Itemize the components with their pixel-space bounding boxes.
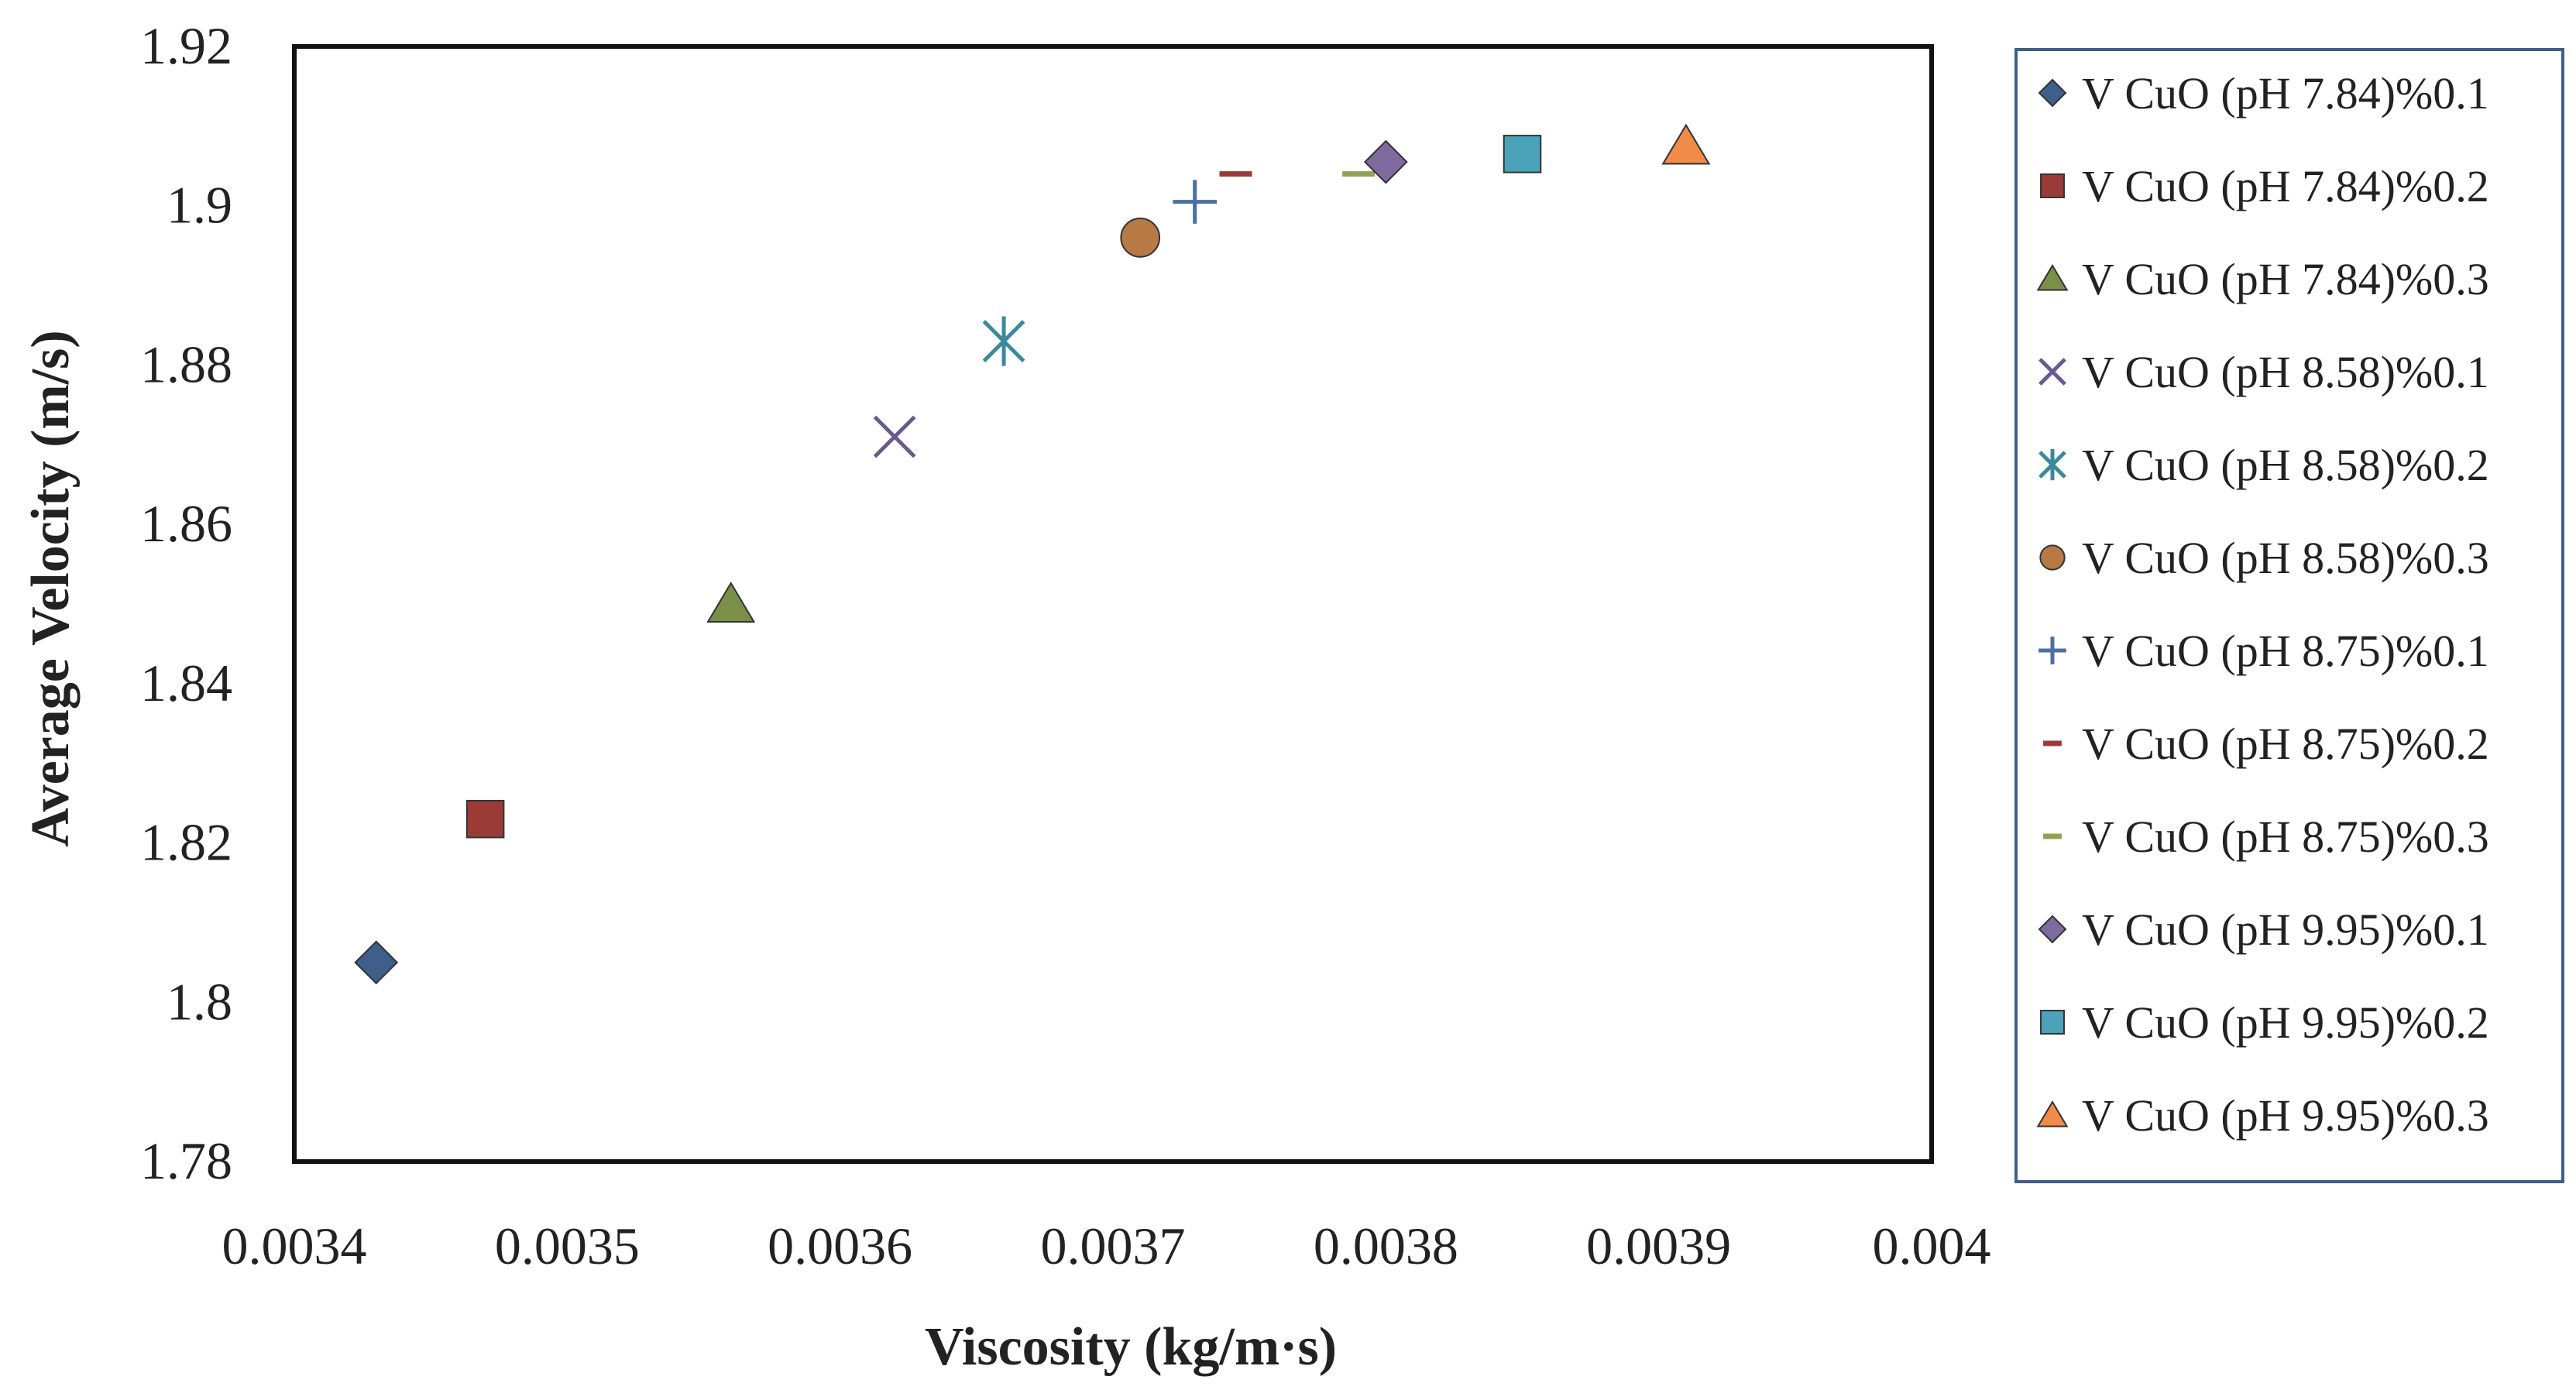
point-v-cuo-ph-9-95-0-3: [1661, 123, 1711, 165]
legend-marker-v-cuo-ph-9-95-0-1: [2038, 915, 2067, 944]
legend-label: V CuO (pH 9.95)%0.1: [2082, 904, 2489, 955]
legend-marker-v-cuo-ph-8-75-0-1: [2038, 637, 2066, 664]
legend-label: V CuO (pH 8.58)%0.3: [2082, 533, 2489, 583]
point-v-cuo-ph-7-84-0-1: [354, 940, 399, 985]
plot-area-frame: [292, 44, 1934, 1164]
point-v-cuo-ph-8-75-0-1: [1173, 180, 1218, 224]
y-tick-label: 1.82: [140, 813, 232, 872]
y-tick-labels: 1.78 1.8 1.82 1.84 1.86 1.88 1.9 1.92: [140, 16, 232, 1190]
y-tick-label: 1.88: [140, 335, 232, 393]
x-tick-label: 0.0037: [1041, 1217, 1186, 1275]
x-tick-label: 0.0036: [768, 1217, 912, 1275]
legend-box: [2014, 48, 2564, 1183]
legend-label: V CuO (pH 9.95)%0.3: [2082, 1090, 2489, 1141]
legend-label: V CuO (pH 9.95)%0.2: [2082, 997, 2489, 1048]
legend-marker-v-cuo-ph-7-84-0-3: [2036, 264, 2069, 291]
y-tick-label: 1.78: [140, 1131, 232, 1190]
x-tick-labels: 0.0034 0.0035 0.0036 0.0037 0.0038 0.0039 0.00…: [222, 1217, 1991, 1275]
legend-marker-v-cuo-ph-9-95-0-2: [2040, 1010, 2065, 1035]
legend-marker-v-cuo-ph-8-58-0-2: [2038, 448, 2066, 481]
legend-marker-v-cuo-ph-9-95-0-3: [2036, 1100, 2069, 1127]
legend-label: V CuO (pH 7.84)%0.1: [2082, 68, 2489, 118]
legend-item: V CuO (pH 8.75)%0.2: [2043, 719, 2489, 769]
data-points: [354, 123, 1711, 985]
y-tick-label: 1.9: [167, 176, 232, 235]
legend-label: V CuO (pH 8.75)%0.1: [2082, 626, 2489, 676]
point-v-cuo-ph-9-95-0-1: [1363, 139, 1408, 184]
point-v-cuo-ph-8-58-0-1: [873, 415, 916, 458]
legend-marker-v-cuo-ph-8-58-0-1: [2038, 358, 2066, 386]
y-tick-label: 1.8: [167, 972, 232, 1031]
legend-item: V CuO (pH 7.84)%0.1: [2038, 68, 2489, 118]
y-tick-label: 1.92: [140, 16, 232, 75]
x-tick-label: 0.004: [1873, 1217, 1991, 1275]
legend-marker-v-cuo-ph-8-58-0-3: [2039, 544, 2066, 571]
y-tick-label: 1.86: [140, 494, 232, 553]
point-v-cuo-ph-8-58-0-2: [982, 316, 1025, 366]
legend-item: V CuO (pH 8.75)%0.1: [2038, 626, 2489, 676]
point-v-cuo-ph-7-84-0-2: [465, 799, 505, 839]
legend-item: V CuO (pH 8.58)%0.1: [2038, 347, 2489, 397]
legend-label: V CuO (pH 8.75)%0.2: [2082, 719, 2489, 769]
legend: V CuO (pH 7.84)%0.1 V CuO (pH 7.84)%0.2 V …: [2036, 68, 2489, 1141]
legend-item: V CuO (pH 8.58)%0.3: [2039, 533, 2489, 583]
legend-item: V CuO (pH 9.95)%0.2: [2040, 997, 2489, 1048]
x-axis-title: Viscosity (kg/m·s): [925, 1317, 1337, 1377]
legend-item: V CuO (pH 9.95)%0.3: [2036, 1090, 2489, 1141]
legend-item: V CuO (pH 7.84)%0.2: [2040, 161, 2489, 211]
y-tick-label: 1.84: [140, 654, 232, 712]
point-v-cuo-ph-7-84-0-3: [706, 582, 756, 623]
x-tick-label: 0.0038: [1314, 1217, 1458, 1275]
legend-label: V CuO (pH 7.84)%0.2: [2082, 161, 2489, 211]
legend-label: V CuO (pH 7.84)%0.3: [2082, 254, 2489, 304]
legend-item: V CuO (pH 9.95)%0.1: [2038, 904, 2489, 955]
x-tick-label: 0.0035: [495, 1217, 640, 1275]
point-v-cuo-ph-9-95-0-2: [1503, 135, 1542, 173]
y-axis-title: Average Velocity (m/s): [21, 330, 81, 846]
legend-label: V CuO (pH 8.58)%0.2: [2082, 440, 2489, 490]
legend-item: V CuO (pH 8.75)%0.3: [2043, 812, 2489, 862]
legend-marker-v-cuo-ph-7-84-0-2: [2040, 173, 2065, 198]
x-tick-label: 0.0039: [1586, 1217, 1731, 1275]
legend-item: V CuO (pH 7.84)%0.3: [2036, 254, 2489, 304]
point-v-cuo-ph-8-58-0-3: [1120, 218, 1161, 258]
legend-label: V CuO (pH 8.58)%0.1: [2082, 347, 2489, 397]
legend-label: V CuO (pH 8.75)%0.3: [2082, 812, 2489, 862]
x-tick-label: 0.0034: [222, 1217, 367, 1275]
legend-marker-v-cuo-ph-7-84-0-1: [2038, 78, 2067, 108]
legend-item: V CuO (pH 8.58)%0.2: [2038, 440, 2489, 490]
